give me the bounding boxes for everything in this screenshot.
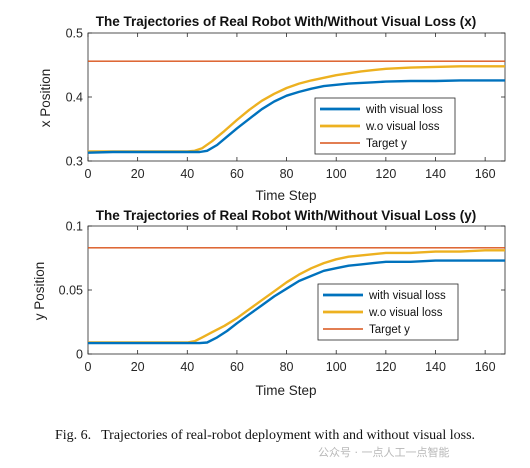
- chart-y-xtick-label: 160: [475, 360, 496, 374]
- watermark-text: 公众号 · 一点人工一点智能: [318, 446, 450, 459]
- chart-x-xtick-label: 60: [230, 167, 244, 181]
- chart-x-legend: with visual loss w.o visual loss Target y: [314, 97, 456, 155]
- chart-x-ytick-label: 0.3: [66, 155, 83, 169]
- chart-x-legend-label-target: Target y: [366, 138, 407, 150]
- chart-y-legend-label-wo-visual-loss: w.o visual loss: [368, 307, 443, 319]
- chart-x-legend-label-wo-visual-loss: w.o visual loss: [365, 121, 440, 133]
- chart-y-ytick-label: 0.1: [66, 220, 83, 234]
- chart-y-ytick-label: 0.05: [59, 284, 83, 298]
- chart-y-xtick-label: 40: [180, 360, 194, 374]
- chart-x-plot-area: 0 20 40 60 80 100 120 140 160 0.3 0.4 0.5 with visua…: [66, 27, 506, 181]
- chart-y-xtick-label: 0: [85, 360, 92, 374]
- chart-x-xtick-label: 120: [375, 167, 396, 181]
- chart-x-legend-label-with-visual-loss: with visual loss: [365, 104, 443, 116]
- chart-y-xtick-label: 140: [425, 360, 446, 374]
- chart-x-ytick-label: 0.4: [66, 91, 83, 105]
- chart-y-xtick-label: 20: [131, 360, 145, 374]
- figure: The Trajectories of Real Robot With/With…: [32, 14, 506, 398]
- chart-x-series-with-visual-loss: [87, 79, 505, 154]
- chart-y-legend-label-target: Target y: [369, 324, 410, 336]
- chart-y-plot-area: 0 20 40 60 80 100 120 140 160 0 0.05 0.1 with visual…: [59, 220, 506, 374]
- chart-x: The Trajectories of Real Robot With/With…: [38, 14, 506, 203]
- chart-y-ylabel: y Position: [32, 262, 47, 321]
- chart-x-ylabel: x Position: [38, 69, 53, 128]
- chart-x-xlabel: Time Step: [255, 188, 316, 203]
- chart-x-xtick-label: 20: [131, 167, 145, 181]
- chart-y-legend-label-with-visual-loss: with visual loss: [368, 290, 446, 302]
- chart-x-xtick-label: 40: [180, 167, 194, 181]
- chart-y: The Trajectories of Real Robot With/With…: [32, 208, 506, 398]
- chart-y-series-with-visual-loss: [88, 259, 505, 345]
- chart-y-xtick-label: 60: [230, 360, 244, 374]
- caption-text: Trajectories of real-robot deployment wi…: [101, 428, 476, 443]
- chart-y-xtick-label: 100: [326, 360, 347, 374]
- chart-x-xtick-label: 0: [85, 167, 92, 181]
- chart-y-xtick-label: 120: [375, 360, 396, 374]
- caption-label: Fig. 6.: [54, 428, 92, 443]
- chart-x-title: The Trajectories of Real Robot With/With…: [96, 14, 477, 29]
- chart-x-xtick-label: 100: [326, 167, 347, 181]
- figure-caption: Fig. 6. Trajectories of real-robot deploy…: [0, 428, 530, 444]
- chart-y-legend: with visual loss w.o visual loss Target y: [317, 283, 459, 341]
- chart-y-title: The Trajectories of Real Robot With/With…: [96, 208, 477, 223]
- chart-y-xlabel: Time Step: [255, 383, 316, 398]
- chart-x-xtick-label: 160: [475, 167, 496, 181]
- chart-x-xtick-label: 80: [280, 167, 294, 181]
- chart-y-xtick-label: 80: [280, 360, 294, 374]
- chart-x-ytick-label: 0.5: [66, 27, 83, 41]
- chart-y-ytick-label: 0: [76, 348, 83, 362]
- chart-x-xtick-label: 140: [425, 167, 446, 181]
